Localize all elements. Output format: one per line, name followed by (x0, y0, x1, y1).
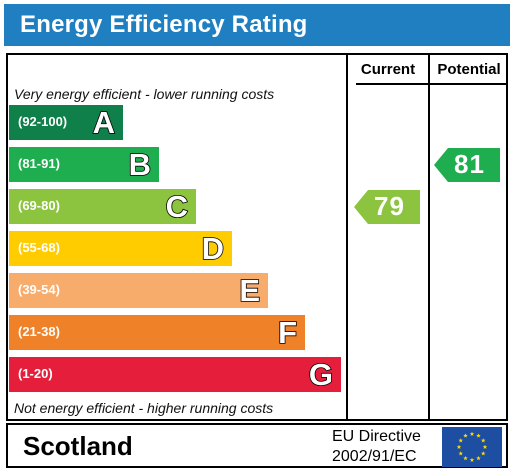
eu-star-icon (476, 455, 481, 461)
eu-star-icon (480, 451, 486, 456)
eu-star-icon (456, 444, 462, 449)
potential-rating-arrow: 81 (434, 148, 500, 182)
band-letter: G (308, 356, 334, 393)
caption-inefficient: Not energy efficient - higher running co… (14, 400, 274, 416)
band-letter: A (92, 104, 116, 141)
footer: Scotland EU Directive 2002/91/EC (6, 423, 508, 468)
band-letter: F (277, 314, 298, 351)
band-range-label: (92-100) (18, 114, 68, 129)
rating-band-c: (69-80) C (9, 188, 196, 225)
current-column-header: Current (360, 61, 416, 78)
current-rating-arrow: 79 (354, 190, 420, 224)
eu-directive-line1: EU Directive (332, 428, 421, 445)
current-arrow-shape (354, 190, 420, 224)
eu-star-icon (480, 438, 486, 443)
eu-star-icon (469, 457, 475, 462)
band-letter: D (201, 230, 225, 267)
band-range-label: (1-20) (18, 366, 53, 381)
band-range-label: (39-54) (18, 282, 60, 297)
column-header-divider (356, 83, 508, 85)
potential-column-header: Potential (437, 61, 501, 78)
eu-star-icon (469, 431, 475, 436)
current-rating-value: 79 (374, 191, 405, 221)
rating-band-d: (55-68) D (9, 230, 232, 267)
eu-star-icon (458, 438, 464, 443)
region-label: Scotland (23, 431, 133, 461)
eu-star-icon (476, 433, 481, 438)
band-range-label: (55-68) (18, 240, 60, 255)
page-title: Energy Efficiency Rating (20, 11, 308, 38)
eu-star-icon (458, 451, 464, 456)
eu-star-icon (463, 455, 468, 461)
band-range-label: (21-38) (18, 324, 60, 339)
current-column-divider (346, 55, 348, 419)
potential-arrow-shape (434, 148, 500, 182)
rating-frame: Current Potential Very energy efficient … (6, 53, 508, 421)
rating-band-g: (1-20) G (9, 356, 341, 393)
eu-directive: EU Directive 2002/91/EC (332, 427, 421, 467)
band-letter: B (128, 146, 152, 183)
potential-column-divider (428, 55, 430, 419)
rating-band-f: (21-38) F (9, 314, 305, 351)
band-range-label: (69-80) (18, 198, 60, 213)
eu-star-icon (463, 433, 468, 438)
title-bar: Energy Efficiency Rating (4, 4, 510, 46)
band-letter: E (239, 272, 261, 309)
eu-flag-icon (442, 427, 502, 467)
band-letter: C (165, 188, 189, 225)
eu-star-icon (482, 444, 488, 449)
eu-directive-line2: 2002/91/EC (332, 448, 417, 465)
rating-band-a: (92-100) A (9, 104, 123, 141)
rating-band-b: (81-91) B (9, 146, 159, 183)
caption-efficient: Very energy efficient - lower running co… (14, 86, 275, 102)
band-range-label: (81-91) (18, 156, 60, 171)
rating-band-e: (39-54) E (9, 272, 268, 309)
potential-rating-value: 81 (454, 149, 485, 179)
